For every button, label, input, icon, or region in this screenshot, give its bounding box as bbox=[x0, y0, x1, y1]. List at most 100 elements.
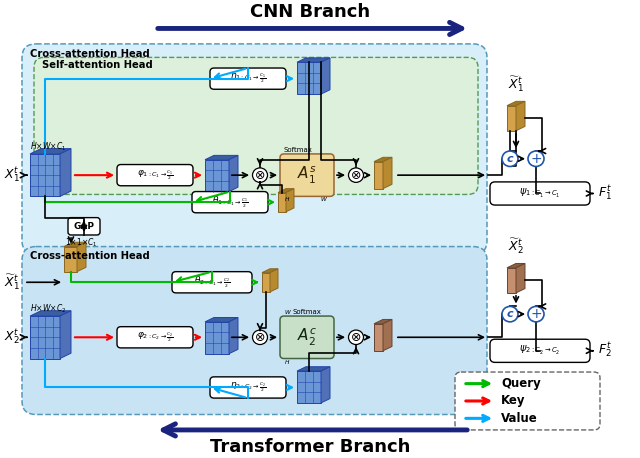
Text: $_H$: $_H$ bbox=[284, 358, 291, 366]
Polygon shape bbox=[30, 154, 60, 196]
Text: Query: Query bbox=[501, 377, 541, 390]
Text: Cross-attention Head: Cross-attention Head bbox=[30, 251, 150, 262]
Circle shape bbox=[528, 306, 544, 322]
Text: $\psi_{2:C_2\to C_2}$: $\psi_{2:C_2\to C_2}$ bbox=[519, 344, 561, 357]
Text: $\widetilde{X}_1^t$: $\widetilde{X}_1^t$ bbox=[508, 75, 524, 94]
Text: CNN Branch: CNN Branch bbox=[250, 3, 370, 21]
Polygon shape bbox=[507, 263, 525, 268]
Polygon shape bbox=[64, 246, 77, 272]
Text: $\theta_{2:C_1\to\frac{C_2}{2}}$: $\theta_{2:C_1\to\frac{C_2}{2}}$ bbox=[194, 275, 230, 290]
Circle shape bbox=[502, 306, 518, 322]
FancyBboxPatch shape bbox=[68, 218, 100, 235]
FancyBboxPatch shape bbox=[210, 377, 286, 398]
Polygon shape bbox=[205, 155, 238, 160]
Text: $\eta_{1:C_1\to\frac{C_1}{2}}$: $\eta_{1:C_1\to\frac{C_1}{2}}$ bbox=[230, 72, 266, 86]
Text: ⊗: ⊗ bbox=[351, 331, 361, 344]
Polygon shape bbox=[297, 367, 330, 371]
Polygon shape bbox=[60, 311, 71, 359]
Polygon shape bbox=[262, 273, 270, 292]
Text: Softmax: Softmax bbox=[292, 309, 321, 315]
Text: ⊗: ⊗ bbox=[255, 331, 265, 344]
Circle shape bbox=[349, 330, 364, 344]
Polygon shape bbox=[321, 367, 330, 403]
Polygon shape bbox=[507, 101, 525, 106]
Text: $_H$: $_H$ bbox=[284, 196, 291, 204]
Polygon shape bbox=[383, 157, 392, 189]
Text: $H{\times}W{\times}C_2$: $H{\times}W{\times}C_2$ bbox=[30, 303, 67, 315]
Polygon shape bbox=[374, 324, 383, 351]
Text: ⊗: ⊗ bbox=[351, 169, 361, 182]
Text: ⊗: ⊗ bbox=[255, 169, 265, 182]
Text: $X_1^t$: $X_1^t$ bbox=[4, 166, 20, 185]
Text: $1{\times}1{\times}C_1$: $1{\times}1{\times}C_1$ bbox=[65, 237, 98, 250]
Text: Cross-attention Head: Cross-attention Head bbox=[30, 49, 150, 59]
FancyBboxPatch shape bbox=[192, 191, 268, 213]
Text: $\widetilde{X}_1^t$: $\widetilde{X}_1^t$ bbox=[4, 273, 20, 292]
Text: $A_2^c$: $A_2^c$ bbox=[297, 327, 317, 348]
Text: GAP: GAP bbox=[74, 222, 95, 231]
Polygon shape bbox=[278, 192, 286, 212]
Text: $\widetilde{X}_2^t$: $\widetilde{X}_2^t$ bbox=[508, 237, 524, 256]
Polygon shape bbox=[507, 268, 516, 293]
Text: $\eta_{2:C_2\to\frac{C_2}{2}}$: $\eta_{2:C_2\to\frac{C_2}{2}}$ bbox=[230, 381, 266, 394]
FancyBboxPatch shape bbox=[22, 44, 487, 254]
Polygon shape bbox=[30, 316, 60, 359]
Text: $F_2^t$: $F_2^t$ bbox=[598, 341, 612, 360]
Circle shape bbox=[502, 151, 518, 166]
Polygon shape bbox=[278, 189, 294, 192]
Polygon shape bbox=[374, 157, 392, 162]
FancyBboxPatch shape bbox=[210, 68, 286, 89]
Polygon shape bbox=[297, 371, 321, 403]
Text: $H{\times}W{\times}C_1$: $H{\times}W{\times}C_1$ bbox=[30, 141, 67, 153]
Polygon shape bbox=[383, 319, 392, 351]
Polygon shape bbox=[64, 242, 86, 246]
Text: $_W$: $_W$ bbox=[284, 308, 292, 317]
Polygon shape bbox=[516, 101, 525, 131]
Text: c: c bbox=[507, 154, 513, 164]
Text: $\varphi_{2:C_2\to\frac{C_2}{2}}$: $\varphi_{2:C_2\to\frac{C_2}{2}}$ bbox=[136, 331, 173, 344]
FancyBboxPatch shape bbox=[455, 372, 600, 430]
FancyBboxPatch shape bbox=[280, 316, 334, 359]
Polygon shape bbox=[262, 269, 278, 273]
Text: $\varphi_{1:C_1\to\frac{C_1}{2}}$: $\varphi_{1:C_1\to\frac{C_1}{2}}$ bbox=[136, 169, 173, 182]
Circle shape bbox=[528, 151, 544, 166]
Polygon shape bbox=[321, 58, 330, 94]
FancyBboxPatch shape bbox=[117, 164, 193, 186]
Text: $\psi_{1:C_1\to C_1}$: $\psi_{1:C_1\to C_1}$ bbox=[519, 187, 561, 200]
Text: $\theta_{1:C_1\to\frac{C_1}{2}}$: $\theta_{1:C_1\to\frac{C_1}{2}}$ bbox=[212, 195, 248, 210]
Polygon shape bbox=[297, 62, 321, 94]
Text: $A_1^s$: $A_1^s$ bbox=[297, 164, 317, 185]
Polygon shape bbox=[229, 317, 238, 354]
FancyBboxPatch shape bbox=[34, 57, 478, 195]
Text: $X_2^t$: $X_2^t$ bbox=[4, 328, 20, 347]
FancyBboxPatch shape bbox=[117, 327, 193, 348]
Polygon shape bbox=[374, 319, 392, 324]
FancyBboxPatch shape bbox=[22, 246, 487, 414]
Polygon shape bbox=[507, 106, 516, 131]
Polygon shape bbox=[270, 269, 278, 292]
Text: +: + bbox=[530, 152, 542, 166]
Text: Softmax: Softmax bbox=[283, 147, 312, 153]
Text: Value: Value bbox=[501, 412, 538, 425]
Circle shape bbox=[253, 168, 268, 182]
Text: Self-attention Head: Self-attention Head bbox=[42, 60, 153, 70]
Polygon shape bbox=[297, 58, 330, 62]
Polygon shape bbox=[229, 155, 238, 191]
Polygon shape bbox=[30, 311, 71, 316]
Polygon shape bbox=[205, 322, 229, 354]
Circle shape bbox=[253, 330, 268, 344]
Polygon shape bbox=[286, 189, 294, 212]
Circle shape bbox=[349, 168, 364, 182]
Text: Transformer Branch: Transformer Branch bbox=[210, 438, 410, 456]
Text: +: + bbox=[530, 307, 542, 321]
Text: c: c bbox=[507, 309, 513, 319]
Polygon shape bbox=[30, 148, 71, 154]
Polygon shape bbox=[77, 242, 86, 272]
Text: $F_1^t$: $F_1^t$ bbox=[598, 184, 612, 203]
Polygon shape bbox=[205, 317, 238, 322]
FancyBboxPatch shape bbox=[490, 182, 590, 205]
FancyBboxPatch shape bbox=[490, 339, 590, 362]
Polygon shape bbox=[205, 160, 229, 191]
FancyBboxPatch shape bbox=[280, 154, 334, 196]
Polygon shape bbox=[60, 148, 71, 196]
